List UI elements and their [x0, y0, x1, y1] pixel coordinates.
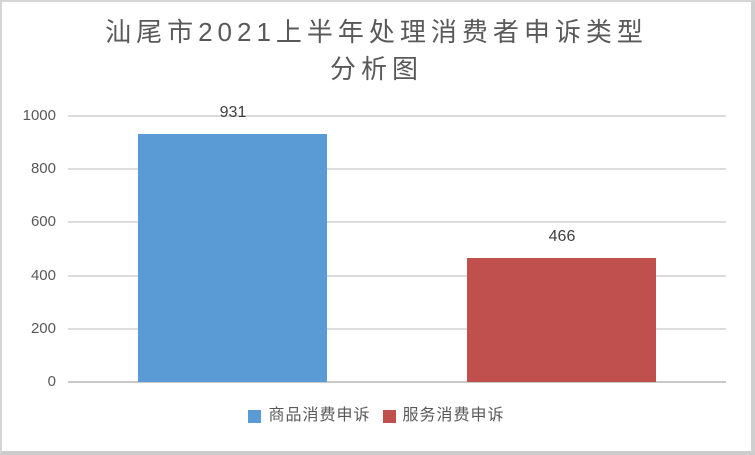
gridline — [68, 328, 726, 330]
chart-title-line-2: 分析图 — [329, 54, 423, 84]
legend-item: 商品消费申诉 — [248, 406, 370, 426]
y-tick-label: 200 — [30, 320, 56, 337]
y-tick-label: 1000 — [22, 107, 56, 124]
gridline — [68, 168, 726, 170]
chart-title: 汕尾市2021上半年处理消费者申诉类型 分析图 — [2, 14, 751, 88]
bar-商品消费申诉 — [138, 134, 327, 382]
y-tick-label: 0 — [47, 373, 56, 390]
legend-swatch-icon — [382, 409, 396, 423]
bar-value-label: 466 — [548, 228, 576, 245]
legend-label: 服务消费申诉 — [402, 407, 505, 424]
gridline — [68, 221, 726, 223]
chart-title-line-1: 汕尾市2021上半年处理消费者申诉类型 — [105, 17, 648, 47]
legend-swatch-icon — [248, 409, 262, 423]
y-tick-label: 600 — [30, 213, 56, 230]
chart-stage: 汕尾市2021上半年处理消费者申诉类型 分析图 0 200 400 600 800 100… — [2, 2, 751, 451]
y-tick-label: 800 — [30, 160, 56, 177]
legend-item: 服务消费申诉 — [382, 406, 505, 426]
legend-label: 商品消费申诉 — [268, 407, 371, 424]
gridline — [68, 275, 726, 277]
y-axis: 0 200 400 600 800 1000 — [2, 2, 68, 451]
bar-value-label: 931 — [219, 104, 247, 121]
gridline — [68, 115, 726, 117]
legend: 商品消费申诉 服务消费申诉 — [2, 406, 751, 426]
bar-服务消费申诉 — [467, 258, 656, 382]
plot-area: 931 466 — [68, 104, 726, 383]
x-axis-line — [68, 381, 726, 383]
y-tick-label: 400 — [30, 267, 56, 284]
